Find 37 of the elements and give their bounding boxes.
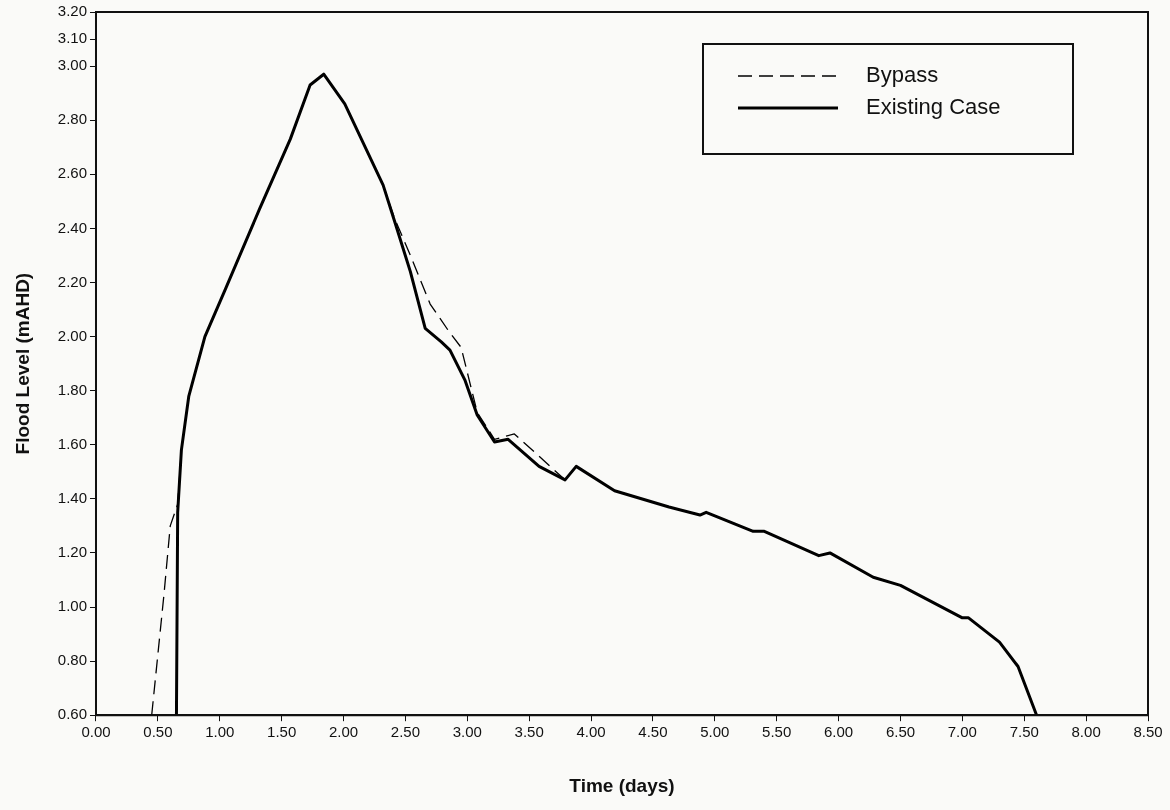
y-tick-label: 0.80: [57, 651, 87, 669]
y-tick-label: 3.20: [57, 2, 87, 20]
x-tick-label: 6.50: [885, 723, 916, 741]
y-tick-label: 1.20: [57, 543, 87, 561]
legend-label: Bypass: [866, 62, 939, 88]
x-tick-label: 8.00: [1071, 723, 1101, 741]
y-tick-label: 2.00: [57, 326, 87, 344]
x-axis-title: Time (days): [569, 774, 675, 796]
x-tick-label: 1.00: [205, 723, 235, 741]
y-tick-label: 2.40: [57, 218, 87, 236]
x-tick-label: 4.00: [576, 723, 606, 741]
x-tick-label: 0.50: [143, 723, 173, 741]
y-tick-label: 1.60: [57, 434, 87, 452]
x-tick-label: 1.50: [267, 723, 297, 741]
x-tick-label: 3.00: [452, 723, 482, 741]
x-tick-label: 0.00: [81, 723, 111, 741]
y-tick-label: 3.10: [57, 29, 87, 47]
x-tick-label: 2.50: [390, 723, 421, 741]
y-tick-label: 1.80: [57, 380, 87, 398]
y-tick-label: 2.20: [57, 272, 87, 290]
y-tick-label: 0.60: [57, 705, 87, 723]
legend-label: Existing Case: [866, 94, 1001, 120]
x-tick-label: 8.50: [1133, 723, 1163, 741]
x-tick-label: 7.00: [947, 723, 977, 741]
x-tick-label: 2.00: [328, 723, 359, 741]
y-tick-label: 1.00: [57, 597, 87, 615]
x-tick-label: 5.50: [762, 723, 792, 741]
x-tick-label: 3.50: [514, 723, 544, 741]
x-tick-label: 5.00: [700, 723, 730, 741]
y-tick-label: 3.00: [57, 56, 87, 74]
y-tick-label: 2.80: [57, 110, 87, 128]
y-tick-label: 2.60: [57, 164, 87, 182]
x-tick-label: 7.50: [1009, 723, 1039, 741]
x-tick-label: 6.00: [823, 723, 854, 741]
y-tick-label: 1.40: [57, 488, 87, 506]
x-tick-label: 4.50: [638, 723, 668, 741]
y-axis-title: Flood Level (mAHD): [11, 272, 33, 455]
